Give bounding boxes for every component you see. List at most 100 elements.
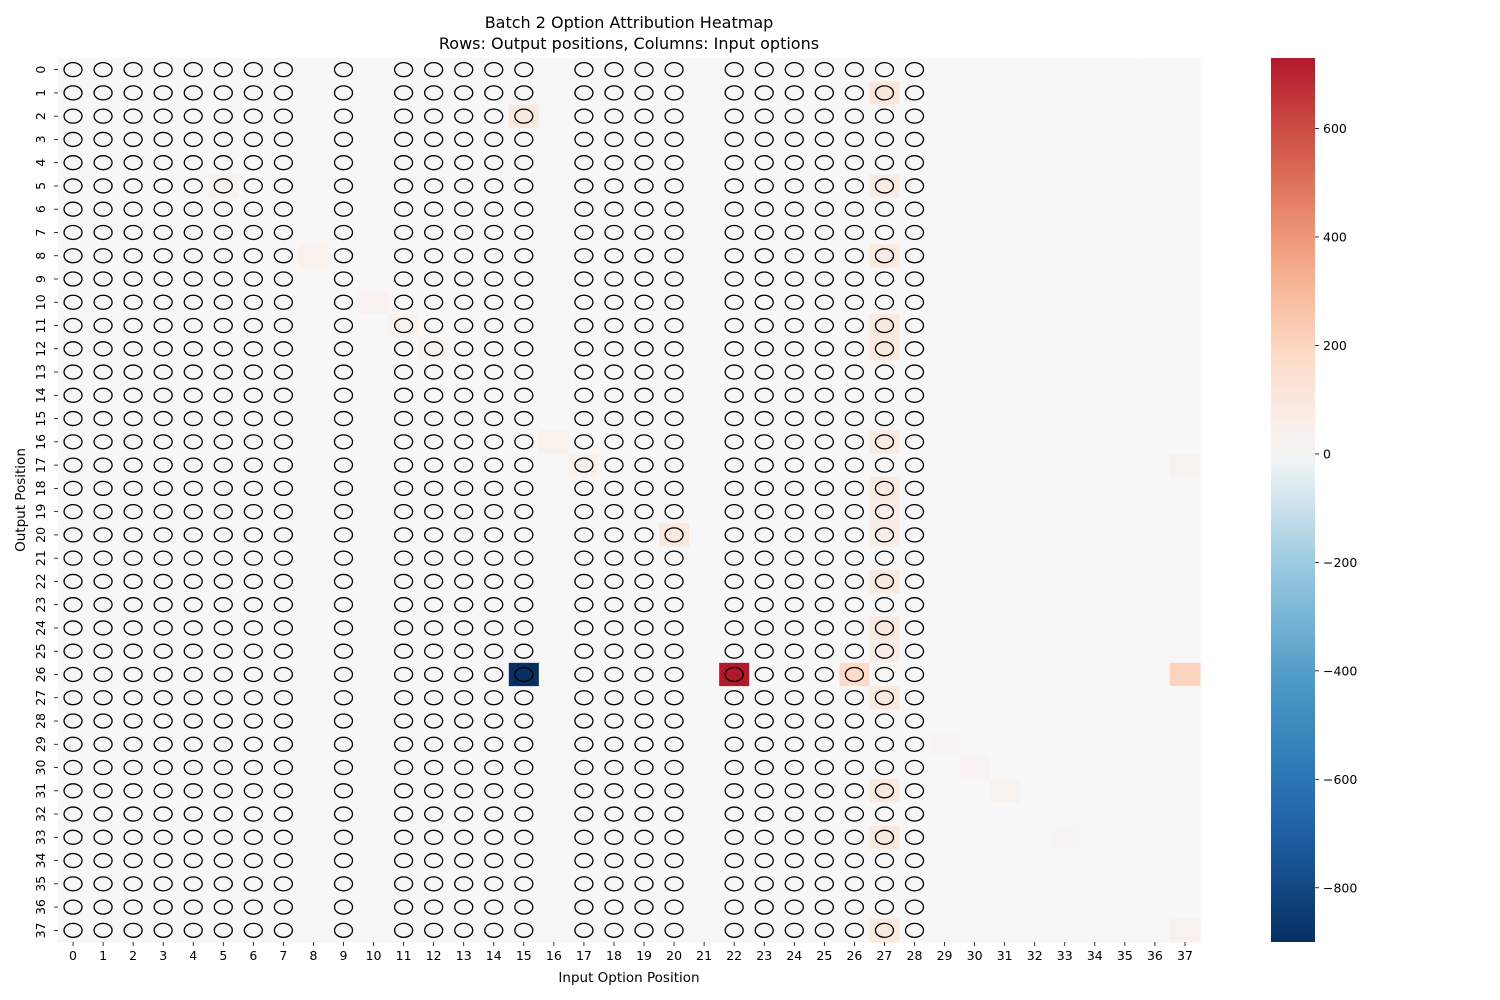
heatmap-cell-r5-c18 — [598, 174, 630, 199]
heatmap-cell-r27-c8 — [298, 686, 330, 710]
heatmap-cell-r18-c30 — [959, 476, 991, 501]
x-axis-ticks: 0 1 2 3 4 5 6 7 8 9 10 11 12 13 14 15 16 17 18 19 20 21 22 23 24… — [69, 942, 1193, 963]
ellipse-marker-r33-c1 — [93, 829, 113, 845]
heatmap-cell-r31-c10 — [358, 779, 390, 804]
heatmap-cell-r22-c14 — [478, 569, 510, 594]
ellipse-marker-r5-c7 — [273, 178, 294, 194]
heatmap-cell-r32-c5 — [208, 802, 239, 827]
ellipse-marker-r4-c15 — [514, 155, 534, 171]
ellipse-marker-r31-c28 — [904, 783, 925, 799]
ellipse-marker-r34-c1 — [93, 852, 113, 869]
heatmap-cell-r17-c37 — [1169, 453, 1201, 478]
heatmap-cell-r35-c15 — [508, 872, 540, 897]
heatmap-cell-r29-c24 — [779, 732, 810, 757]
heatmap-cell-r18-c34 — [1079, 476, 1111, 501]
ellipse-marker-r29-c15 — [514, 736, 534, 752]
heatmap-cell-r20-c30 — [959, 523, 991, 548]
heatmap-cell-r34-c21 — [689, 848, 720, 873]
heatmap-cell-r5-c4 — [178, 174, 209, 199]
heatmap-cell-r10-c29 — [929, 290, 961, 315]
ellipse-marker-r18-c11 — [393, 480, 414, 497]
heatmap-cell-r33-c0 — [58, 825, 89, 850]
heatmap-cell-r14-c14 — [478, 383, 510, 408]
heatmap-cell-r34-c14 — [478, 848, 510, 873]
heatmap-cell-r15-c14 — [478, 406, 510, 431]
ellipse-marker-r23-c11 — [393, 597, 414, 613]
heatmap-cell-r30-c35 — [1109, 755, 1141, 780]
heatmap-cell-r25-c6 — [238, 639, 269, 664]
ellipse-marker-r5-c28 — [904, 178, 925, 194]
heatmap-cell-r16-c26 — [839, 430, 871, 455]
heatmap-cell-r12-c20 — [659, 337, 690, 362]
heatmap-cell-r37-c24 — [779, 918, 810, 943]
heatmap-cell-r16-c6 — [238, 430, 269, 455]
heatmap-cell-r24-c12 — [418, 616, 450, 641]
ellipse-marker-r15-c0 — [63, 410, 83, 427]
heatmap-cell-r14-c20 — [659, 383, 690, 408]
ellipse-marker-r18-c9 — [333, 480, 354, 497]
ellipse-marker-r5-c14 — [484, 178, 504, 194]
heatmap-cell-r29-c34 — [1079, 732, 1111, 757]
heatmap-cell-r25-c26 — [839, 639, 871, 664]
heatmap-cell-r30-c32 — [1019, 755, 1051, 780]
heatmap-cell-r35-c32 — [1019, 872, 1051, 897]
heatmap-cell-r19-c17 — [568, 500, 600, 524]
ellipse-marker-r13-c4 — [183, 364, 203, 380]
heatmap-cell-r14-c26 — [839, 383, 871, 408]
y-tick-label: 29 — [33, 736, 48, 752]
heatmap-cell-r26-c0 — [58, 662, 89, 687]
ellipse-marker-r30-c9 — [333, 759, 354, 776]
ellipse-marker-r9-c11 — [393, 271, 414, 287]
ellipse-marker-r27-c28 — [904, 690, 925, 706]
heatmap-cell-r25-c31 — [989, 639, 1021, 664]
ellipse-marker-r26-c26 — [844, 666, 865, 683]
heatmap-cell-r36-c11 — [388, 895, 420, 920]
heatmap-cell-r15-c6 — [238, 406, 269, 431]
heatmap-cell-r18-c3 — [148, 476, 179, 501]
heatmap-cell-r32-c28 — [899, 802, 931, 827]
heatmap-cell-r9-c31 — [989, 267, 1021, 292]
ellipse-marker-r24-c15 — [514, 620, 534, 636]
heatmap-cell-r37-c22 — [719, 918, 750, 943]
ellipse-marker-r18-c15 — [514, 480, 534, 497]
heatmap-cell-r9-c18 — [598, 267, 630, 292]
ellipse-marker-r29-c24 — [784, 736, 804, 752]
ellipse-marker-r26-c23 — [754, 666, 774, 683]
ellipse-marker-r28-c14 — [484, 713, 504, 729]
heatmap-cell-r14-c18 — [598, 383, 630, 408]
ellipse-marker-r32-c23 — [754, 806, 774, 822]
ellipse-marker-r21-c0 — [63, 550, 83, 566]
ellipse-marker-r24-c17 — [574, 620, 594, 636]
ellipse-marker-r18-c7 — [273, 480, 294, 497]
ellipse-marker-r32-c20 — [664, 806, 684, 822]
ellipse-marker-r0-c20 — [664, 61, 684, 78]
ellipse-marker-r37-c2 — [123, 922, 143, 939]
heatmap-cell-r31-c17 — [568, 779, 600, 804]
heatmap-cell-r3-c24 — [779, 127, 810, 152]
heatmap-cell-r24-c33 — [1049, 616, 1081, 641]
heatmap-cell-r34-c25 — [809, 848, 840, 873]
ellipse-marker-r21-c23 — [754, 550, 774, 566]
heatmap-cell-r11-c12 — [418, 313, 450, 338]
heatmap-cell-r35-c0 — [58, 872, 89, 897]
heatmap-cell-r30-c6 — [238, 755, 269, 780]
ellipse-marker-r19-c14 — [484, 503, 504, 520]
heatmap-cell-r1-c21 — [689, 81, 720, 106]
ellipse-marker-r25-c23 — [754, 643, 774, 659]
heatmap-cell-r16-c3 — [148, 430, 179, 455]
heatmap-cell-r25-c19 — [629, 639, 660, 664]
ellipse-marker-r16-c18 — [604, 434, 624, 450]
ellipse-marker-r18-c0 — [63, 480, 83, 497]
heatmap-cell-r7-c30 — [959, 220, 991, 245]
y-axis-ticks: 0123456789101112131415161718192021222324… — [33, 66, 58, 938]
ellipse-marker-r34-c24 — [784, 852, 804, 869]
heatmap-cell-r31-c31 — [989, 779, 1021, 804]
heatmap-cell-r17-c22 — [719, 453, 750, 478]
heatmap-cell-r36-c15 — [508, 895, 540, 920]
ellipse-marker-r16-c6 — [243, 434, 263, 450]
ellipse-marker-r15-c15 — [514, 410, 534, 427]
ellipse-marker-r32-c15 — [514, 806, 534, 822]
heatmap-cell-r35-c28 — [899, 872, 931, 897]
heatmap-cell-r5-c36 — [1139, 174, 1171, 199]
ellipse-marker-r28-c23 — [754, 713, 774, 729]
